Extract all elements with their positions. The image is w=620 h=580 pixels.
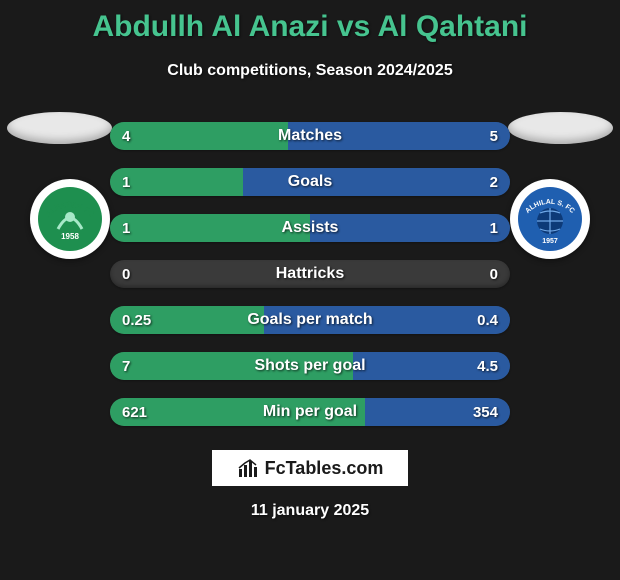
bar-chart-icon <box>237 457 259 479</box>
date-label: 11 january 2025 <box>0 502 620 520</box>
stat-name: Hattricks <box>110 260 510 288</box>
stat-name: Assists <box>110 214 510 242</box>
svg-text:1957: 1957 <box>542 238 558 245</box>
player-left-platform <box>7 112 112 144</box>
stat-name: Goals per match <box>110 306 510 334</box>
stat-row: 0.250.4Goals per match <box>110 306 510 334</box>
comparison-canvas: Abdullh Al Anazi vs Al Qahtani Club comp… <box>0 0 620 580</box>
stat-row: 11Assists <box>110 214 510 242</box>
stat-name: Goals <box>110 168 510 196</box>
stat-row: 74.5Shots per goal <box>110 352 510 380</box>
team-badge-left: ALFATEH FC 1958 <box>30 179 110 259</box>
fctables-logo: FcTables.com <box>210 448 410 488</box>
stat-name: Min per goal <box>110 398 510 426</box>
stat-row: 12Goals <box>110 168 510 196</box>
stat-name: Shots per goal <box>110 352 510 380</box>
stat-name: Matches <box>110 122 510 150</box>
subtitle: Club competitions, Season 2024/2025 <box>0 62 620 80</box>
page-title: Abdullh Al Anazi vs Al Qahtani <box>0 10 620 44</box>
logo-text: FcTables.com <box>265 458 384 479</box>
team-badge-right: ALHILAL S. FC 1957 <box>510 179 590 259</box>
stat-row: 00Hattricks <box>110 260 510 288</box>
stats-bars: 45Matches 12Goals 11Assists 00Hattricks 0.25… <box>110 122 510 444</box>
svg-text:1958: 1958 <box>61 232 79 241</box>
stat-row: 621354Min per goal <box>110 398 510 426</box>
player-right-platform <box>508 112 613 144</box>
stat-row: 45Matches <box>110 122 510 150</box>
